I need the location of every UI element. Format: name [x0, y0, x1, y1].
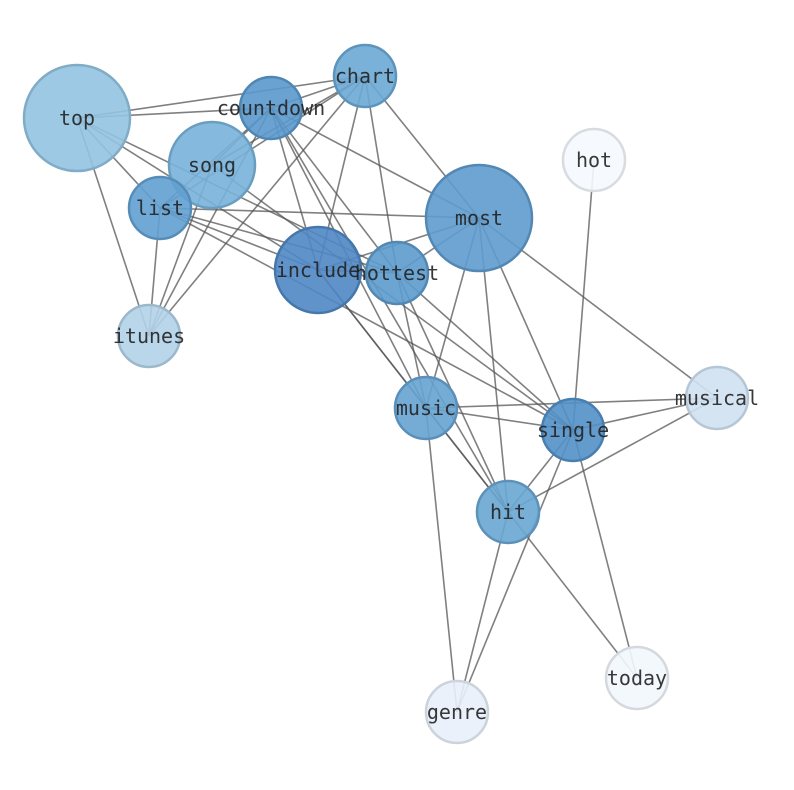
edge-list-single	[159, 207, 574, 431]
node-label: most	[455, 206, 503, 230]
node-label: single	[537, 418, 609, 442]
node-circle	[604, 645, 670, 711]
edge-hit-musical	[507, 397, 718, 513]
node-label: musical	[675, 386, 759, 410]
node-hottest: hottest	[355, 240, 439, 306]
node-list: list	[127, 175, 193, 241]
node-hit: hit	[475, 479, 541, 545]
edge-chart-hottest	[364, 75, 398, 274]
node-genre: genre	[424, 679, 490, 745]
node-circle	[684, 365, 750, 431]
edge-hit-genre	[456, 511, 509, 713]
edge-countdown-hottest	[270, 107, 398, 274]
node-label: itunes	[113, 324, 185, 348]
node-label: include	[276, 258, 360, 282]
node-today: today	[604, 645, 670, 711]
node-label: genre	[427, 700, 487, 724]
node-chart: chart	[332, 43, 398, 109]
node-circle	[424, 163, 534, 273]
node-circle	[364, 240, 430, 306]
node-circle	[116, 303, 182, 369]
nodes-layer: top countdownchartsonglisthotmostincludeh…	[22, 43, 759, 745]
node-countdown: countdown	[217, 75, 325, 141]
node-circle	[238, 75, 304, 141]
node-include: include	[273, 225, 363, 315]
node-circle	[332, 43, 398, 109]
node-music: music	[393, 375, 459, 441]
node-label: today	[607, 666, 667, 690]
node-circle	[475, 479, 541, 545]
node-single: single	[537, 397, 609, 463]
node-label: music	[396, 396, 456, 420]
node-label: list	[136, 196, 184, 220]
node-circle	[424, 679, 490, 745]
node-itunes: itunes	[113, 303, 185, 369]
node-musical: musical	[675, 365, 759, 431]
node-most: most	[424, 163, 534, 273]
node-top: top	[22, 63, 132, 173]
node-label: top	[59, 106, 95, 130]
edge-single-genre	[456, 429, 574, 713]
edge-hot-single	[572, 159, 595, 431]
node-label: hit	[490, 500, 526, 524]
node-circle	[561, 127, 627, 193]
edge-countdown-hit	[270, 107, 509, 513]
node-label: hottest	[355, 261, 439, 285]
node-circle	[540, 397, 606, 463]
node-circle	[127, 175, 193, 241]
edge-chart-itunes	[148, 75, 366, 337]
node-label: chart	[335, 64, 395, 88]
node-circle	[22, 63, 132, 173]
node-label: hot	[576, 148, 612, 172]
node-circle	[273, 225, 363, 315]
node-hot: hot	[561, 127, 627, 193]
edge-music-genre	[425, 407, 458, 713]
node-circle	[167, 120, 257, 210]
node-song: song	[167, 120, 257, 210]
edge-hit-today	[507, 511, 638, 679]
node-label: song	[188, 153, 236, 177]
node-label: countdown	[217, 96, 325, 120]
node-circle	[393, 375, 459, 441]
edge-single-today	[572, 429, 638, 679]
